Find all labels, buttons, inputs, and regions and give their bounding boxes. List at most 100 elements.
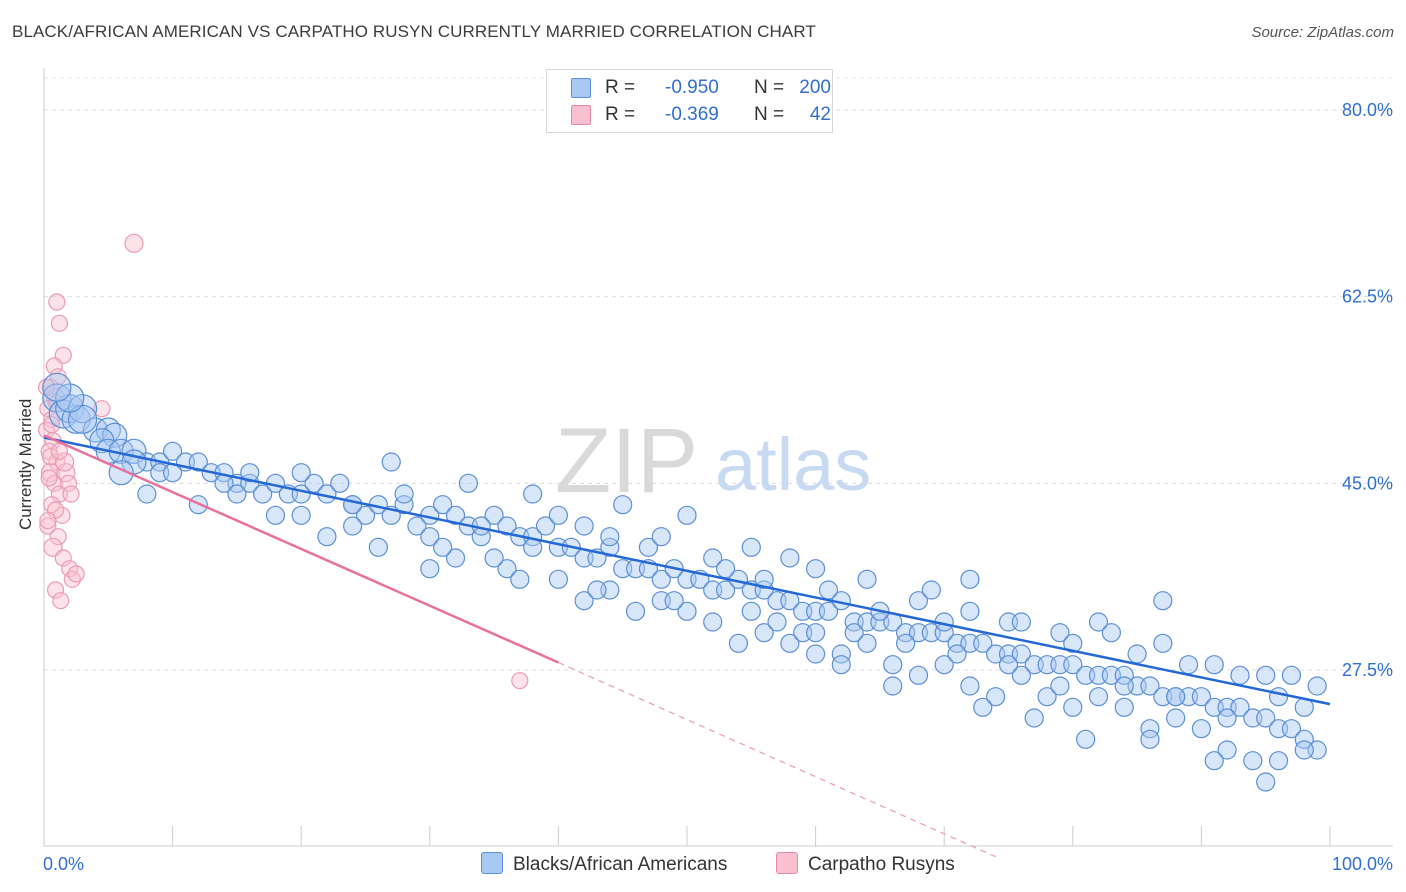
black-point [1088,687,1109,707]
black-point [445,505,466,525]
black-point [67,394,98,424]
bottom-legend-swatch-blue [481,852,503,874]
black-point [703,548,723,568]
black-point [805,559,826,579]
x-tick-label-min: 0.0% [43,854,84,874]
black-point [1256,665,1276,685]
black-point [728,633,749,653]
black-point [960,676,980,696]
black-point [638,537,659,557]
black-point [1256,772,1276,792]
black-point [42,372,72,402]
black-point [921,580,941,600]
y-tick-label: 62.5% [1342,287,1393,307]
black-point [818,580,839,600]
black-point [1140,676,1160,696]
black-point [613,495,633,515]
black-point [960,601,980,621]
grid-lines [44,77,1393,671]
black-point [1024,708,1044,728]
black-point [767,612,787,632]
black-point [754,569,774,589]
black-point [1294,740,1314,760]
black-point [741,601,761,621]
black-point [1076,729,1096,749]
black-point [1114,665,1134,685]
rusyn-trend-extension [558,661,996,858]
black-point [651,569,671,589]
black-point [1204,655,1224,675]
black-point [1307,676,1327,696]
black-point [1011,612,1031,632]
black-point [317,527,337,547]
black-point [67,404,98,434]
black-point [600,537,620,557]
black-point [1217,708,1237,728]
rusyn-point [54,452,75,472]
black-point [343,516,363,536]
bottom-legend-label-rusyns: Carpatho Rusyns [808,854,955,875]
legend-n-label: N = [754,77,785,98]
watermark-zip: ZIP [555,410,698,512]
rusyn-point [41,448,60,466]
black-point [805,623,826,643]
black-point [420,559,440,579]
black-trend-line [43,436,1331,706]
legend-swatch-blue [571,78,591,98]
black-point [625,601,646,621]
black-point [741,537,761,557]
black-point [265,505,286,525]
black-point [1204,751,1224,771]
black-point [445,548,466,568]
legend-swatch-pink [571,105,591,125]
legend-r-value: -0.950 [665,77,719,98]
black-point [394,495,414,515]
black-point [1166,708,1186,728]
rusyn-point [39,517,57,535]
black-point [433,495,453,515]
rusyn-points [37,233,529,690]
black-point [368,537,388,557]
y-tick-label: 27.5% [1342,660,1393,680]
rusyn-point [124,233,144,253]
black-point [883,655,903,675]
black-point [1191,687,1212,707]
black-point [163,441,183,461]
black-point [1063,697,1083,717]
y-tick-label: 80.0% [1342,100,1393,120]
black-point [188,452,208,472]
black-point [484,505,504,525]
bottom-legend-label-blacks: Blacks/African Americans [513,854,728,875]
black-point [497,559,517,579]
black-point [908,591,929,611]
black-point [1140,719,1160,739]
black-point [420,527,440,547]
x-tick-label-max: 100.0% [1332,854,1393,874]
rusyn-point [48,293,66,311]
rusyn-point [39,512,57,530]
black-point [896,633,916,653]
legend-r-value: -0.369 [665,104,719,125]
black-point [1140,729,1160,749]
black-point [1294,729,1314,749]
black-point [947,644,967,664]
y-tick-label: 45.0% [1342,473,1393,493]
rusyn-point [54,549,72,567]
black-point [1230,697,1250,717]
rusyn-point [52,592,70,610]
trend-lines [43,434,1331,858]
rusyn-point [511,672,529,690]
black-point [960,569,980,589]
black-point [1191,719,1212,739]
black-point [1243,751,1263,771]
rusyn-trend-line [43,434,559,664]
black-point [548,505,569,525]
rusyn-point [43,416,61,434]
black-point [291,463,311,483]
rusyn-point [49,528,67,546]
black-point [497,516,517,536]
black-point [857,569,877,589]
rusyn-point [62,485,80,503]
black-point [407,516,427,536]
